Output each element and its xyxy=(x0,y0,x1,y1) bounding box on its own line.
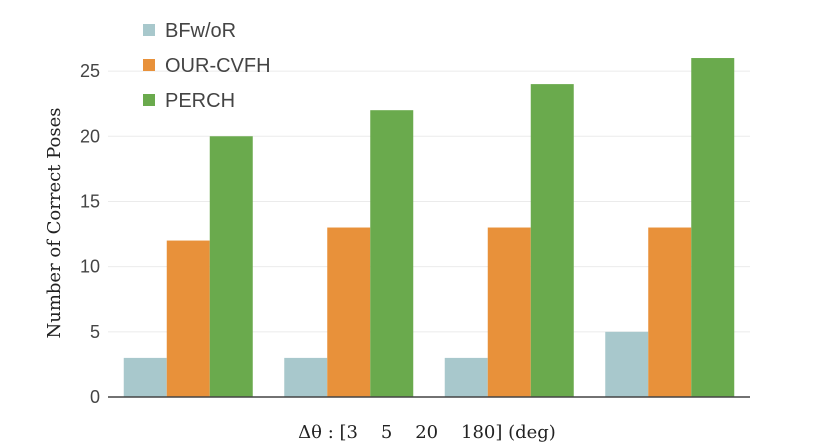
y-tick-label: 5 xyxy=(90,322,100,342)
bar-our-cvfh-3 xyxy=(166,240,210,397)
legend-label: PERCH xyxy=(165,90,235,112)
x-axis-title: Δθ : [3 5 20 180] (deg) xyxy=(298,422,556,443)
legend-label: OUR-CVFH xyxy=(165,55,271,77)
legend-swatch xyxy=(143,59,155,71)
bars xyxy=(123,58,735,398)
bar-our-cvfh-180 xyxy=(648,227,692,397)
bar-bfw-or-5 xyxy=(284,357,328,397)
legend: BFw/oR OUR-CVFH PERCH xyxy=(143,20,271,112)
bar-perch-20 xyxy=(530,84,574,397)
y-tick-label: 10 xyxy=(80,257,100,277)
y-tick-labels: 0 5 10 15 20 25 xyxy=(80,61,100,407)
bar-our-cvfh-20 xyxy=(487,227,531,397)
legend-label: BFw/oR xyxy=(165,20,236,42)
y-tick-label: 15 xyxy=(80,191,100,211)
bar-our-cvfh-5 xyxy=(327,227,371,397)
y-tick-label: 0 xyxy=(90,387,100,407)
bar-perch-180 xyxy=(691,58,735,397)
bar-bfw-or-3 xyxy=(123,357,167,397)
y-axis-title: Number of Correct Poses xyxy=(44,108,65,339)
y-tick-label: 20 xyxy=(80,126,100,146)
bar-bfw-or-180 xyxy=(605,331,649,397)
bar-perch-5 xyxy=(370,110,414,398)
legend-swatch xyxy=(143,94,155,106)
bar-bfw-or-20 xyxy=(444,357,488,397)
y-tick-label: 25 xyxy=(80,61,100,81)
legend-swatch xyxy=(143,24,155,36)
bar-perch-3 xyxy=(209,136,253,397)
